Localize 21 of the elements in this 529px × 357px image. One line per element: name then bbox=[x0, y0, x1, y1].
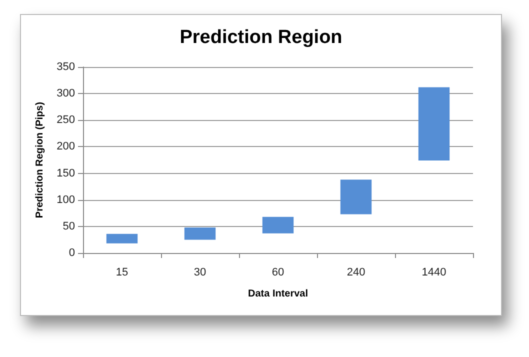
y-tick-label: 300 bbox=[56, 88, 75, 100]
x-tick-label: 30 bbox=[194, 266, 206, 278]
x-axis-title: Data Interval bbox=[248, 288, 308, 300]
y-tick-label: 200 bbox=[56, 140, 75, 153]
bar bbox=[418, 87, 450, 161]
bar bbox=[262, 216, 294, 234]
y-tick-label: 100 bbox=[56, 194, 75, 206]
y-tick-label: 50 bbox=[62, 220, 75, 232]
y-tick-label: 250 bbox=[56, 114, 75, 126]
chart-title: Prediction Region bbox=[180, 27, 342, 48]
x-tick-label: 60 bbox=[272, 266, 284, 278]
x-tick-label: 240 bbox=[346, 266, 366, 278]
y-axis-title: Prediction Region (Pips) bbox=[34, 102, 46, 218]
y-tick-label: 350 bbox=[56, 61, 75, 73]
bar bbox=[340, 180, 372, 214]
x-tick-label: 1440 bbox=[422, 266, 446, 278]
y-tick-label: 150 bbox=[56, 167, 75, 180]
y-tick-label: 0 bbox=[68, 247, 75, 259]
bar bbox=[184, 227, 216, 240]
bar bbox=[106, 234, 138, 244]
x-tick-label: 15 bbox=[116, 266, 128, 278]
